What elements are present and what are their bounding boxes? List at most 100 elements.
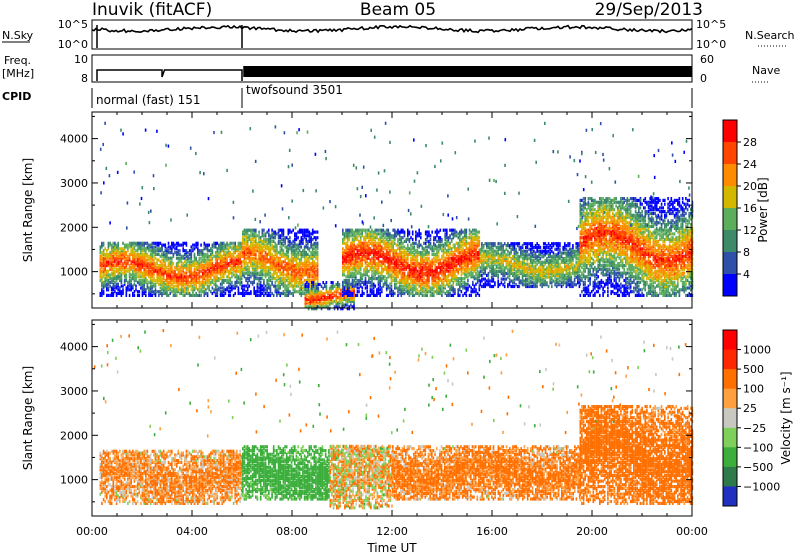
data-cell xyxy=(311,281,313,284)
data-cell xyxy=(114,285,116,288)
data-cell xyxy=(307,245,309,248)
data-cell xyxy=(156,266,158,269)
data-cell xyxy=(401,245,403,248)
data-cell xyxy=(305,229,307,232)
data-cell xyxy=(145,247,147,250)
data-cell xyxy=(304,245,306,248)
data-cell xyxy=(113,260,115,263)
data-cell xyxy=(266,279,268,282)
data-cell xyxy=(166,247,168,250)
data-cell xyxy=(299,286,301,289)
data-cell xyxy=(124,266,126,269)
data-cell xyxy=(270,285,272,288)
data-cell xyxy=(286,236,288,239)
data-cell xyxy=(189,257,191,260)
data-cell xyxy=(238,275,240,278)
data-cell xyxy=(257,242,259,245)
data-cell xyxy=(281,253,283,256)
data-cell xyxy=(191,288,193,291)
data-cell xyxy=(307,253,309,256)
data-cell xyxy=(215,268,217,271)
data-cell xyxy=(262,240,264,243)
data-cell xyxy=(344,303,346,306)
data-cell xyxy=(454,253,456,256)
data-cell xyxy=(153,283,155,286)
data-cell xyxy=(258,294,260,297)
data-cell xyxy=(200,275,202,278)
data-cell xyxy=(310,232,312,235)
data-cell xyxy=(391,285,393,288)
data-cell xyxy=(139,294,141,297)
data-cell xyxy=(117,242,119,245)
data-cell xyxy=(152,294,154,297)
data-cell xyxy=(365,277,367,280)
data-cell xyxy=(386,277,388,280)
data-cell xyxy=(220,286,222,289)
data-cell xyxy=(294,232,296,235)
data-cell xyxy=(275,249,277,252)
data-cell xyxy=(179,266,181,269)
data-cell xyxy=(284,236,286,239)
data-cell xyxy=(342,266,344,269)
data-cell xyxy=(250,229,252,232)
freq-line-twofsound xyxy=(243,66,692,77)
data-cell xyxy=(249,292,251,295)
data-cell xyxy=(266,253,268,256)
data-cell xyxy=(212,262,214,265)
data-cell xyxy=(281,229,283,232)
data-cell xyxy=(433,247,435,250)
data-cell xyxy=(326,285,328,288)
data-cell xyxy=(412,266,414,269)
data-cell xyxy=(306,285,308,288)
data-cell xyxy=(263,255,265,258)
data-cell xyxy=(215,262,217,265)
data-cell xyxy=(168,257,170,260)
data-cell xyxy=(186,292,188,295)
data-cell xyxy=(314,251,316,254)
data-cell xyxy=(349,283,351,286)
data-cell xyxy=(441,294,443,297)
data-cell xyxy=(396,258,398,261)
data-cell xyxy=(315,236,317,239)
data-cell xyxy=(370,281,372,284)
data-cell xyxy=(358,286,360,289)
data-cell xyxy=(446,257,448,260)
data-cell xyxy=(178,268,180,271)
data-cell xyxy=(435,264,437,267)
data-cell xyxy=(427,240,429,243)
data-cell xyxy=(353,285,355,288)
data-cell xyxy=(334,300,336,303)
data-cell xyxy=(189,285,191,288)
data-cell xyxy=(195,292,197,295)
data-cell xyxy=(358,249,360,252)
data-cell xyxy=(446,260,448,263)
data-cell xyxy=(404,288,406,291)
data-cell xyxy=(332,292,334,295)
data-cell xyxy=(226,279,228,282)
data-cell xyxy=(275,231,277,234)
data-cell xyxy=(441,244,443,247)
data-cell xyxy=(441,247,443,250)
data-cell xyxy=(436,245,438,248)
data-cell xyxy=(119,286,121,289)
data-cell xyxy=(402,242,404,245)
data-cell xyxy=(462,277,464,280)
data-cell xyxy=(402,272,404,275)
data-cell xyxy=(273,240,275,243)
data-cell xyxy=(278,234,280,237)
data-cell xyxy=(376,257,378,260)
freq-label: Freq. xyxy=(4,54,31,67)
data-cell xyxy=(210,258,212,261)
date-title: 29/Sep/2013 xyxy=(595,0,703,20)
data-cell xyxy=(155,242,157,245)
data-cell xyxy=(309,272,311,275)
data-cell xyxy=(174,285,176,288)
data-cell xyxy=(376,262,378,265)
data-cell xyxy=(176,285,178,288)
data-cell xyxy=(417,292,419,295)
data-cell xyxy=(366,285,368,288)
data-cell xyxy=(350,283,352,286)
data-cell xyxy=(392,262,394,265)
data-cell xyxy=(355,273,357,276)
data-cell xyxy=(189,249,191,252)
